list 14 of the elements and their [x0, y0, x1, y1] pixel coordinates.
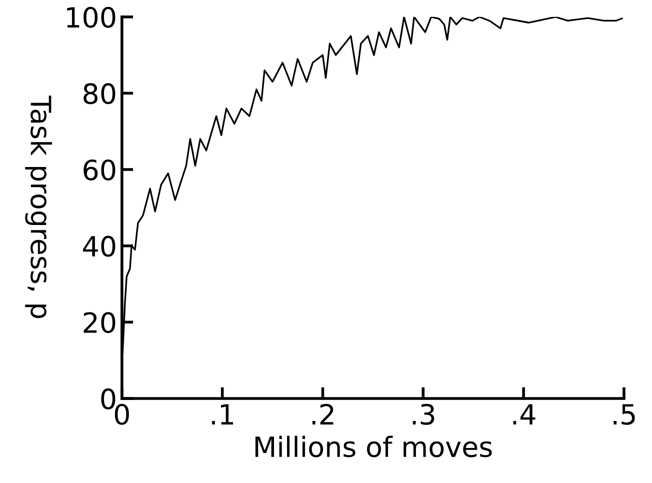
y-axis-title: Task progress, p	[25, 96, 52, 318]
y-tick-label: 0	[101, 388, 116, 410]
y-tick-label: 20	[84, 312, 116, 334]
x-tick-label: .5	[614, 404, 635, 425]
x-tick-label: 0	[114, 404, 129, 425]
y-tick-label: 60	[84, 159, 116, 180]
x-tick-label: .2	[312, 404, 334, 424]
x-tick-label: .1	[212, 404, 234, 424]
x-tick-label: .4	[513, 404, 536, 424]
x-axis-title: Millions of moves	[255, 436, 492, 458]
y-tick-label: 40	[83, 236, 116, 257]
y-tick-label: 80	[84, 83, 116, 104]
y-tick-label: 100	[67, 6, 116, 28]
x-tick-label: .3	[412, 404, 434, 425]
